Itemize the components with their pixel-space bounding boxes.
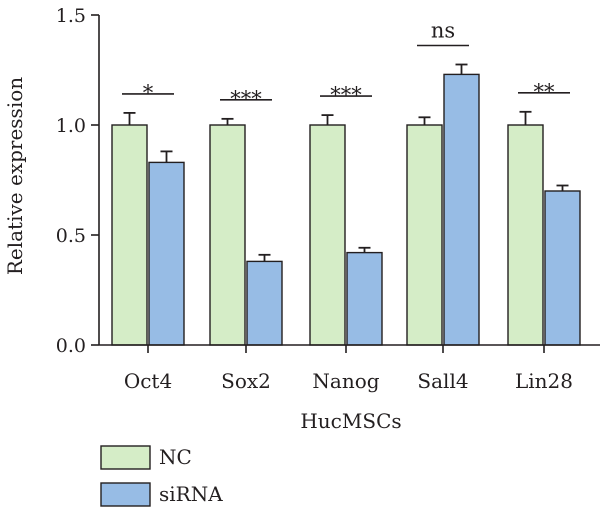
x-tick-label: Oct4 (124, 369, 172, 393)
axes-layer: 0.0 0.5 1.0 1.5 Oct4 Sox2 Nanog Sall4 Lin28 (56, 5, 600, 393)
legend-swatch-sirna (100, 482, 151, 507)
bar-sirna-sall4 (443, 73, 480, 346)
bar-nc-nanog (309, 124, 346, 346)
bars-layer (111, 63, 581, 346)
significance-label-lin28: ** (534, 80, 556, 104)
x-tick-label: Sall4 (417, 369, 468, 393)
bar-sirna-oct4 (148, 161, 185, 346)
significance-layer: * *** ***ns** (122, 19, 570, 111)
bar-nc-sall4 (406, 124, 443, 346)
significance-label-sox2: *** (230, 87, 262, 111)
y-tick-label: 0.0 (56, 335, 86, 357)
y-axis-title: Relative expression (3, 77, 27, 275)
x-tick-label: Nanog (312, 369, 379, 393)
bar-nc-sox2 (209, 124, 246, 346)
bar-sirna-nanog (346, 251, 383, 346)
bar-sirna-sox2 (246, 260, 283, 346)
legend-swatch-nc (100, 445, 151, 470)
legend-label-sirna: siRNA (159, 482, 223, 506)
significance-label-oct4: * (143, 81, 154, 105)
significance-label-sall4: ns (431, 19, 455, 43)
bar-sirna-lin28 (544, 190, 581, 346)
y-tick-label: 1.5 (56, 5, 86, 27)
significance-label-nanog: *** (330, 83, 362, 107)
bar-nc-lin28 (507, 124, 544, 346)
legend-label-nc: NC (159, 445, 192, 469)
x-tick-label: Lin28 (515, 369, 573, 393)
y-tick-label: 1.0 (56, 115, 86, 137)
x-axis-title: HucMSCs (300, 409, 401, 433)
y-tick-label: 0.5 (56, 225, 86, 247)
legend: NC siRNA (100, 445, 223, 507)
x-tick-label: Sox2 (221, 369, 271, 393)
bar-nc-oct4 (111, 124, 148, 346)
